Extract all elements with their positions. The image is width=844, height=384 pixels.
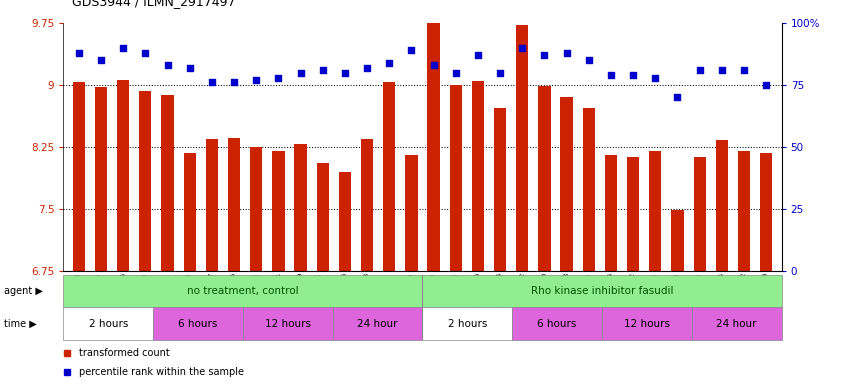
Text: GDS3944 / ILMN_2917497: GDS3944 / ILMN_2917497 [72, 0, 235, 8]
Point [382, 60, 396, 66]
Point [360, 65, 373, 71]
Bar [228, 138, 240, 271]
Point [95, 57, 108, 63]
Point [160, 62, 174, 68]
Text: no treatment, control: no treatment, control [187, 286, 299, 296]
Bar [250, 147, 262, 271]
Point [537, 52, 550, 58]
Bar [316, 163, 328, 271]
Point [183, 65, 197, 71]
Point [647, 74, 661, 81]
Point [271, 74, 284, 81]
Point [316, 67, 329, 73]
Text: 6 hours: 6 hours [178, 318, 218, 329]
Bar [153, 307, 243, 340]
Bar [183, 153, 196, 271]
Bar [161, 95, 174, 271]
Bar [516, 25, 528, 271]
Bar [449, 85, 462, 271]
Bar [626, 157, 638, 271]
Bar [272, 151, 284, 271]
Bar [759, 154, 771, 271]
Bar [294, 144, 306, 271]
Text: 12 hours: 12 hours [623, 318, 669, 329]
Text: Rho kinase inhibitor fasudil: Rho kinase inhibitor fasudil [530, 286, 673, 296]
Point [138, 50, 152, 56]
Bar [560, 98, 572, 271]
Bar [73, 82, 85, 271]
Point [205, 79, 219, 86]
Bar [360, 139, 373, 271]
Text: 24 hour: 24 hour [716, 318, 756, 329]
Bar [601, 307, 691, 340]
Bar [63, 307, 153, 340]
Bar [582, 108, 594, 271]
Point [404, 47, 418, 53]
Bar [538, 86, 550, 271]
Point [714, 67, 728, 73]
Bar [95, 87, 107, 271]
Bar [338, 172, 350, 271]
Point [582, 57, 595, 63]
Point [560, 50, 573, 56]
Text: 2 hours: 2 hours [89, 318, 127, 329]
Bar [63, 275, 422, 307]
Bar [471, 81, 484, 271]
Point [471, 52, 484, 58]
Bar [511, 307, 601, 340]
Bar [422, 307, 511, 340]
Bar [691, 307, 781, 340]
Text: 2 hours: 2 hours [447, 318, 486, 329]
Point [670, 94, 684, 100]
Bar [117, 80, 129, 271]
Bar [715, 140, 727, 271]
Text: 12 hours: 12 hours [264, 318, 311, 329]
Text: transformed count: transformed count [79, 348, 170, 358]
Bar [139, 91, 151, 271]
Point [515, 45, 528, 51]
Text: agent ▶: agent ▶ [4, 286, 43, 296]
Point [759, 82, 772, 88]
Point [625, 72, 639, 78]
Point [294, 70, 307, 76]
Bar [427, 23, 439, 271]
Point [448, 70, 462, 76]
Point [116, 45, 130, 51]
Bar [382, 82, 395, 271]
Text: 24 hour: 24 hour [357, 318, 398, 329]
Bar [494, 108, 506, 271]
Point [493, 70, 506, 76]
Bar [333, 307, 422, 340]
Point [338, 70, 351, 76]
Bar [405, 155, 417, 271]
Bar [604, 155, 616, 271]
Bar [670, 210, 683, 271]
Bar [422, 275, 781, 307]
Point [603, 72, 617, 78]
Point [736, 67, 749, 73]
Text: percentile rank within the sample: percentile rank within the sample [79, 367, 244, 377]
Bar [693, 157, 705, 271]
Bar [737, 151, 749, 271]
Point [692, 67, 706, 73]
Point [227, 79, 241, 86]
Bar [648, 151, 661, 271]
Bar [206, 139, 218, 271]
Text: time ▶: time ▶ [4, 318, 37, 329]
Point [72, 50, 85, 56]
Bar [243, 307, 333, 340]
Text: 6 hours: 6 hours [537, 318, 576, 329]
Point [249, 77, 262, 83]
Point [426, 62, 440, 68]
